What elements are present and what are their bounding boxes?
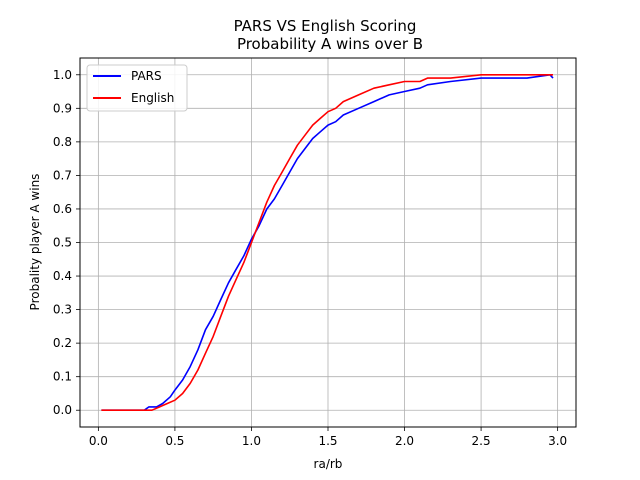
x-tick-label: 3.0 <box>548 434 567 448</box>
y-tick-label: 1.0 <box>53 68 72 82</box>
x-tick-label: 0.5 <box>165 434 184 448</box>
x-axis-label: ra/rb <box>314 457 343 471</box>
grid <box>80 58 576 427</box>
y-axis-label: Probality player A wins <box>28 174 42 311</box>
y-tick-label: 0.5 <box>53 236 72 250</box>
y-tick-label: 0.7 <box>53 168 72 182</box>
y-tick-label: 0.3 <box>53 303 72 317</box>
ticks: 0.0 0.5 1.0 1.5 2.0 2.5 3.0 0.0 0.1 0.2 0.3 0.4 0.5 0… <box>53 68 567 448</box>
y-tick-label: 0.6 <box>53 202 72 216</box>
y-tick-label: 0.4 <box>53 269 72 283</box>
y-tick-label: 0.8 <box>53 135 72 149</box>
legend: PARS English <box>86 64 188 112</box>
x-tick-label: 2.0 <box>395 434 414 448</box>
y-tick-label: 0.0 <box>53 403 72 417</box>
series-line-pars <box>101 74 554 411</box>
x-tick-label: 0.0 <box>89 434 108 448</box>
series-line-english <box>101 74 553 411</box>
chart-title: PARS VS English Scoring <box>234 17 417 35</box>
y-tick-label: 0.1 <box>53 370 72 384</box>
chart-subtitle: Probability A wins over B <box>237 35 423 53</box>
y-tick-label: 0.2 <box>53 336 72 350</box>
x-tick-label: 1.0 <box>242 434 261 448</box>
legend-label: English <box>131 91 174 105</box>
series-layer <box>101 74 554 411</box>
x-tick-label: 1.5 <box>318 434 337 448</box>
y-tick-label: 0.9 <box>53 101 72 115</box>
x-tick-label: 2.5 <box>472 434 491 448</box>
legend-label: PARS <box>131 69 162 83</box>
